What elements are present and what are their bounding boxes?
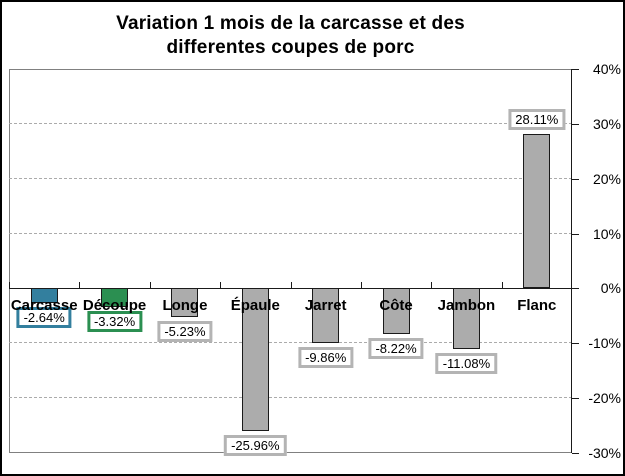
gridline [9, 177, 572, 179]
category-label-epaule: Épaule [230, 297, 280, 315]
x-axis-tick [149, 282, 151, 289]
category-label-longe: Longe [162, 297, 208, 315]
x-axis-tick [79, 282, 81, 289]
x-axis-tick [360, 282, 362, 289]
y-axis-tick-label: 10% [592, 225, 621, 242]
x-axis-tick [290, 282, 292, 289]
y-axis-tick-label: 0% [600, 280, 621, 297]
category-label-carcasse: Carcasse [10, 297, 78, 315]
x-axis-tick [9, 282, 10, 289]
data-label-longe: -5.23% [157, 321, 213, 343]
x-axis-tick [501, 282, 503, 289]
y-axis-tick [572, 69, 579, 70]
plot-area [9, 69, 572, 453]
data-label-epaule: -25.96% [224, 434, 287, 456]
y-axis-tick-label: -20% [588, 390, 621, 407]
y-axis-tick [572, 398, 579, 400]
gridline [9, 342, 572, 344]
data-label-decoupe: -3.32% [86, 310, 143, 332]
x-axis-tick [431, 282, 433, 289]
y-axis-tick [572, 233, 579, 235]
y-axis-tick [572, 453, 579, 454]
y-axis-tick-label: -10% [588, 335, 621, 352]
category-label-jambon: Jambon [437, 297, 496, 315]
category-label-cote: Côte [379, 297, 413, 315]
y-axis-tick-label: 40% [592, 61, 621, 77]
x-axis-tick [220, 282, 222, 289]
bar-epaule [241, 288, 269, 431]
y-axis-tick-label: -30% [588, 445, 621, 461]
y-axis-tick [572, 178, 579, 180]
y-axis-tick-label: 30% [592, 115, 621, 132]
data-label-cote: -8.22% [368, 337, 424, 359]
gridline [9, 397, 572, 399]
category-label-flanc: Flanc [517, 297, 557, 315]
zero-axis-line [9, 288, 572, 290]
category-label-decoupe: Découpe [82, 297, 147, 315]
data-label-flanc: 28.11% [508, 109, 566, 131]
gridline [9, 122, 572, 124]
category-label-jarret: Jarret [304, 297, 347, 315]
bar-jarret [312, 288, 340, 343]
bar-cote [382, 288, 410, 334]
y-axis-tick-label: 20% [592, 170, 621, 187]
gridline [9, 232, 572, 234]
bar-flanc [523, 134, 551, 289]
y-axis-tick [572, 343, 579, 345]
data-label-carcasse: -2.64% [16, 306, 72, 328]
chart-title: Variation 1 mois de la carcasse et des d… [116, 13, 465, 58]
data-label-jarret: -9.86% [298, 346, 354, 368]
y-axis-line [571, 69, 572, 453]
y-axis-tick [572, 288, 579, 290]
y-axis-tick [572, 123, 579, 125]
data-label-jambon: -11.08% [435, 353, 498, 375]
